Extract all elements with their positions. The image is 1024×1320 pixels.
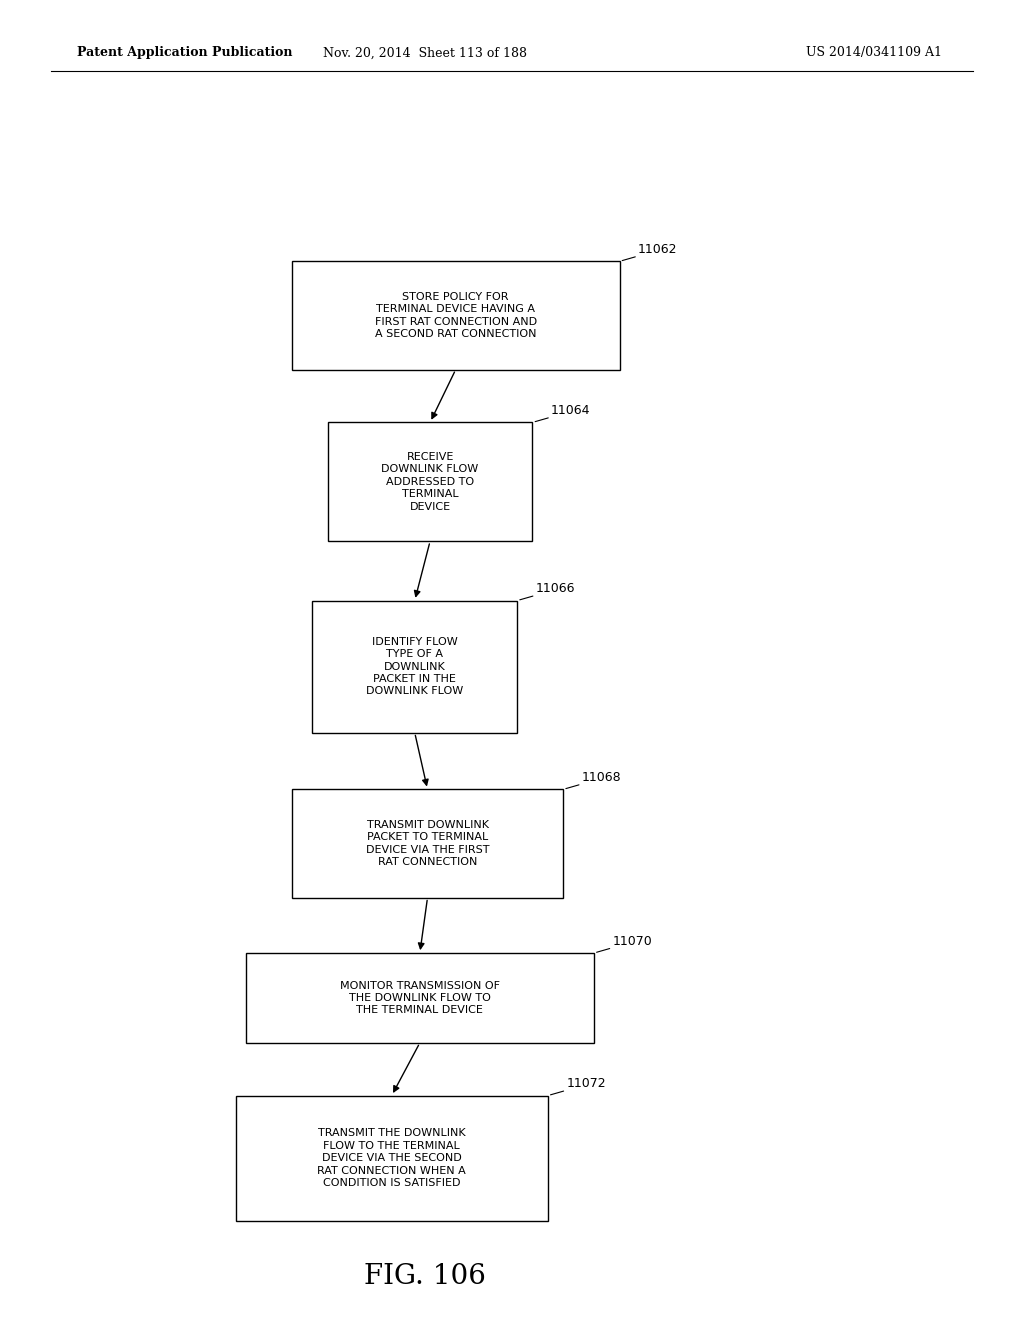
Bar (328, 422, 532, 541)
Bar (246, 953, 594, 1043)
Text: Nov. 20, 2014  Sheet 113 of 188: Nov. 20, 2014 Sheet 113 of 188 (323, 46, 527, 59)
Text: IDENTIFY FLOW
TYPE OF A
DOWNLINK
PACKET IN THE
DOWNLINK FLOW: IDENTIFY FLOW TYPE OF A DOWNLINK PACKET … (367, 636, 463, 697)
Text: RECEIVE
DOWNLINK FLOW
ADDRESSED TO
TERMINAL
DEVICE: RECEIVE DOWNLINK FLOW ADDRESSED TO TERMI… (382, 451, 478, 512)
Bar (292, 789, 563, 898)
Text: 11064: 11064 (551, 404, 591, 417)
Text: 11066: 11066 (536, 582, 575, 595)
Bar (312, 601, 517, 733)
Text: MONITOR TRANSMISSION OF
THE DOWNLINK FLOW TO
THE TERMINAL DEVICE: MONITOR TRANSMISSION OF THE DOWNLINK FLO… (340, 981, 500, 1015)
Text: TRANSMIT DOWNLINK
PACKET TO TERMINAL
DEVICE VIA THE FIRST
RAT CONNECTION: TRANSMIT DOWNLINK PACKET TO TERMINAL DEV… (366, 820, 489, 867)
Text: STORE POLICY FOR
TERMINAL DEVICE HAVING A
FIRST RAT CONNECTION AND
A SECOND RAT : STORE POLICY FOR TERMINAL DEVICE HAVING … (375, 292, 537, 339)
Text: US 2014/0341109 A1: US 2014/0341109 A1 (806, 46, 942, 59)
Text: Patent Application Publication: Patent Application Publication (77, 46, 292, 59)
Text: 11062: 11062 (638, 243, 678, 256)
Text: FIG. 106: FIG. 106 (364, 1263, 486, 1290)
Text: 11072: 11072 (566, 1077, 606, 1090)
Bar (236, 1096, 548, 1221)
Text: 11070: 11070 (612, 935, 652, 948)
Text: 11068: 11068 (582, 771, 622, 784)
Text: TRANSMIT THE DOWNLINK
FLOW TO THE TERMINAL
DEVICE VIA THE SECOND
RAT CONNECTION : TRANSMIT THE DOWNLINK FLOW TO THE TERMIN… (317, 1129, 466, 1188)
Bar (292, 261, 620, 370)
